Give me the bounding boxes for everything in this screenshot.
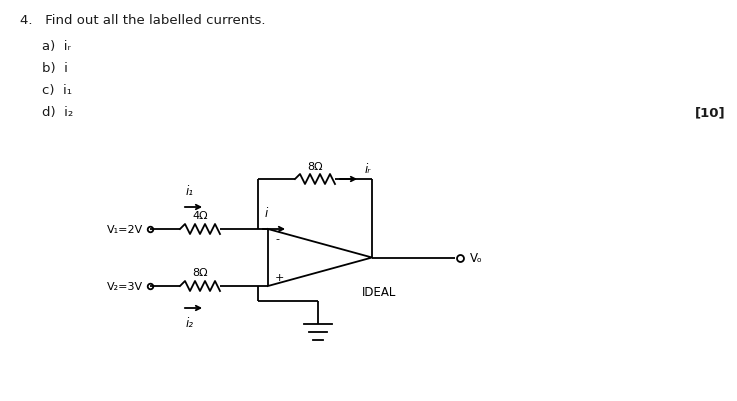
Text: d)  i₂: d) i₂ xyxy=(42,106,73,119)
Text: i: i xyxy=(265,207,268,219)
Text: 4.   Find out all the labelled currents.: 4. Find out all the labelled currents. xyxy=(20,14,265,27)
Text: 8Ω: 8Ω xyxy=(307,162,323,172)
Text: b)  i: b) i xyxy=(42,62,68,75)
Text: V₁=2V: V₁=2V xyxy=(107,225,143,235)
Text: [10]: [10] xyxy=(694,106,725,119)
Text: -: - xyxy=(275,233,279,243)
Text: IDEAL: IDEAL xyxy=(362,286,397,299)
Text: +: + xyxy=(275,272,284,282)
Text: Vₒ: Vₒ xyxy=(470,251,483,264)
Text: a)  iᵣ: a) iᵣ xyxy=(42,40,71,53)
Text: i₁: i₁ xyxy=(186,184,194,198)
Text: V₂=3V: V₂=3V xyxy=(107,281,143,291)
Text: 8Ω: 8Ω xyxy=(192,267,208,277)
Text: c)  i₁: c) i₁ xyxy=(42,84,72,97)
Text: 4Ω: 4Ω xyxy=(192,211,208,221)
Text: iᵣ: iᵣ xyxy=(365,162,371,176)
Text: i₂: i₂ xyxy=(186,316,194,329)
